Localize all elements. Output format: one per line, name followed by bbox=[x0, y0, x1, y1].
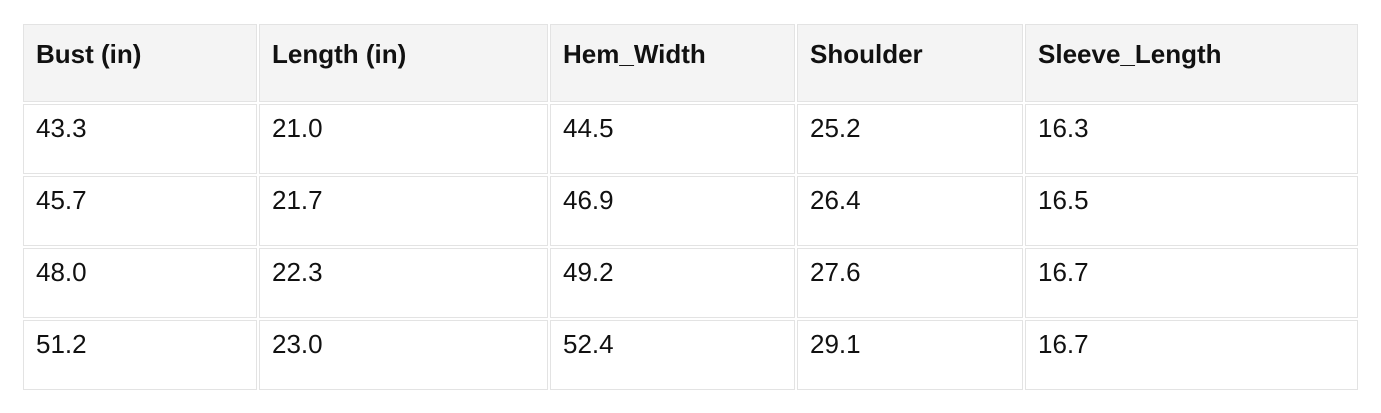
table-cell: 44.5 bbox=[550, 104, 795, 174]
table-cell: 21.7 bbox=[259, 176, 548, 246]
table-cell: 16.7 bbox=[1025, 248, 1358, 318]
table-cell: 16.3 bbox=[1025, 104, 1358, 174]
table-row: 45.7 21.7 46.9 26.4 16.5 bbox=[23, 176, 1358, 246]
table-cell: 16.7 bbox=[1025, 320, 1358, 390]
header-cell-sleeve-length: Sleeve_Length bbox=[1025, 24, 1358, 102]
header-cell-bust: Bust (in) bbox=[23, 24, 257, 102]
table-row: 43.3 21.0 44.5 25.2 16.3 bbox=[23, 104, 1358, 174]
header-cell-shoulder: Shoulder bbox=[797, 24, 1023, 102]
table-row: 51.2 23.0 52.4 29.1 16.7 bbox=[23, 320, 1358, 390]
table-cell: 48.0 bbox=[23, 248, 257, 318]
table-body: 43.3 21.0 44.5 25.2 16.3 45.7 21.7 46.9 … bbox=[23, 104, 1358, 390]
header-cell-length: Length (in) bbox=[259, 24, 548, 102]
table-cell: 25.2 bbox=[797, 104, 1023, 174]
table-cell: 51.2 bbox=[23, 320, 257, 390]
table-cell: 46.9 bbox=[550, 176, 795, 246]
table-cell: 43.3 bbox=[23, 104, 257, 174]
table-header: Bust (in) Length (in) Hem_Width Shoulder… bbox=[23, 24, 1358, 102]
table-cell: 27.6 bbox=[797, 248, 1023, 318]
measurements-table: Bust (in) Length (in) Hem_Width Shoulder… bbox=[21, 22, 1360, 392]
table-cell: 29.1 bbox=[797, 320, 1023, 390]
table-cell: 26.4 bbox=[797, 176, 1023, 246]
table-row: 48.0 22.3 49.2 27.6 16.7 bbox=[23, 248, 1358, 318]
table-cell: 16.5 bbox=[1025, 176, 1358, 246]
header-row: Bust (in) Length (in) Hem_Width Shoulder… bbox=[23, 24, 1358, 102]
table-cell: 21.0 bbox=[259, 104, 548, 174]
table-cell: 23.0 bbox=[259, 320, 548, 390]
table-cell: 45.7 bbox=[23, 176, 257, 246]
table-cell: 22.3 bbox=[259, 248, 548, 318]
table-cell: 49.2 bbox=[550, 248, 795, 318]
header-cell-hem-width: Hem_Width bbox=[550, 24, 795, 102]
table-cell: 52.4 bbox=[550, 320, 795, 390]
